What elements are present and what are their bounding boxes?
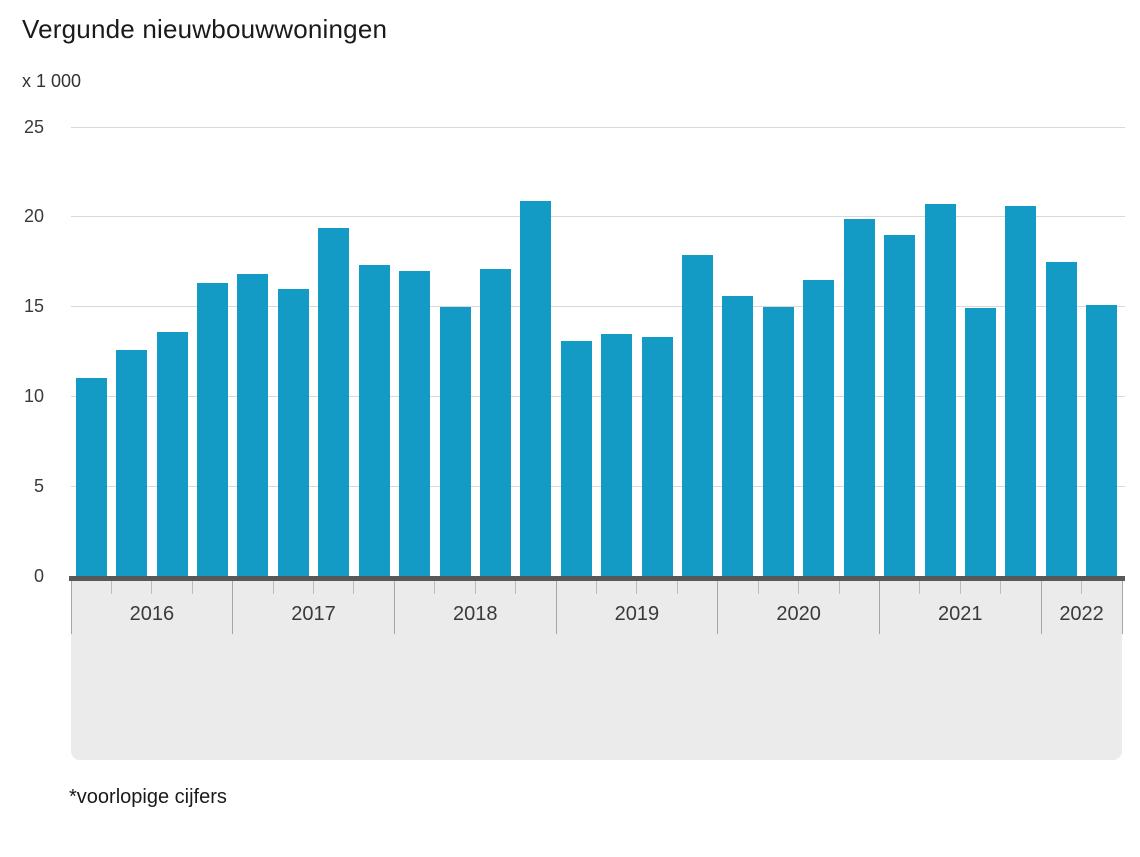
bar-2019-q3[interactable] <box>641 337 673 576</box>
quarter-tick <box>353 581 355 594</box>
unit-label: x 1 000 <box>22 71 82 91</box>
gridline-5 <box>71 485 1125 487</box>
year-label-2016: 2016 <box>129 603 175 625</box>
quarter-tick <box>474 581 476 594</box>
quarter-tick <box>757 581 759 594</box>
bar-2018-q3[interactable] <box>479 268 511 576</box>
bar-2017-q1[interactable] <box>237 274 269 576</box>
bar-2021-q4[interactable] <box>1005 206 1037 576</box>
bar-2017-q4[interactable] <box>358 265 390 576</box>
bar-2016-q1[interactable] <box>75 378 107 576</box>
year-separator-tick <box>393 581 395 634</box>
bar-2016-q3[interactable] <box>156 331 188 576</box>
quarter-tick <box>919 581 921 594</box>
y-axis-label-15: 15 <box>23 296 44 317</box>
bar-2022-q1[interactable] <box>1045 261 1077 576</box>
year-separator-tick <box>1040 581 1042 634</box>
bar-2022-q2[interactable] <box>1086 304 1118 576</box>
bar-2019-q1[interactable] <box>560 340 592 576</box>
quarter-tick <box>798 581 800 594</box>
y-axis-label-25: 25 <box>23 116 44 137</box>
bar-2021-q1[interactable] <box>884 234 916 576</box>
quarter-tick <box>596 581 597 594</box>
quarter-tick <box>676 581 678 594</box>
quarter-tick <box>191 581 193 594</box>
chart-title: Vergunde nieuwbouwwoningen <box>22 14 388 44</box>
bar-2019-q2[interactable] <box>601 333 633 576</box>
gridline-10 <box>71 395 1125 397</box>
bar-2018-q1[interactable] <box>399 270 431 576</box>
quarter-tick <box>110 581 112 594</box>
bar-2019-q4[interactable] <box>682 254 714 576</box>
year-separator-tick <box>717 581 719 634</box>
year-label-2021: 2021 <box>938 603 983 625</box>
bar-2018-q4[interactable] <box>520 200 552 576</box>
quarter-tick <box>838 581 840 594</box>
y-axis-label-10: 10 <box>23 385 44 406</box>
y-axis-label-0: 0 <box>33 565 44 586</box>
year-separator-tick <box>232 581 234 634</box>
year-label-2019: 2019 <box>614 603 660 625</box>
quarter-tick <box>151 581 153 594</box>
year-separator-tick <box>555 581 557 634</box>
gridline-20 <box>71 216 1125 218</box>
quarter-tick <box>434 581 436 594</box>
quarter-tick <box>272 581 274 594</box>
quarter-tick <box>636 581 638 594</box>
gridline-15 <box>71 306 1125 308</box>
year-separator-tick <box>878 581 880 634</box>
quarter-tick <box>1000 581 1002 594</box>
year-label-2020: 2020 <box>776 603 821 625</box>
bar-2021-q3[interactable] <box>965 308 997 576</box>
bar-2020-q3[interactable] <box>803 279 835 576</box>
year-label-2022: 2022 <box>1059 603 1104 625</box>
y-axis-label-5: 5 <box>33 475 44 496</box>
quarter-tick <box>515 581 517 594</box>
year-label-2018: 2018 <box>452 603 498 625</box>
bar-2021-q2[interactable] <box>924 204 956 576</box>
quarter-tick <box>1081 581 1083 594</box>
quarter-tick <box>959 581 961 594</box>
bar-2018-q2[interactable] <box>439 306 471 576</box>
gridline-25 <box>71 126 1125 128</box>
y-axis-label-20: 20 <box>23 206 44 227</box>
bar-2020-q4[interactable] <box>843 218 875 576</box>
year-separator-tick <box>1121 581 1123 634</box>
year-label-2017: 2017 <box>291 603 336 625</box>
bar-2017-q3[interactable] <box>318 227 350 576</box>
bar-2020-q1[interactable] <box>722 295 754 576</box>
x-axis-band <box>71 581 1122 760</box>
quarter-tick <box>313 581 315 594</box>
year-separator-tick <box>70 581 72 634</box>
bar-2017-q2[interactable] <box>277 288 309 576</box>
bar-2020-q2[interactable] <box>762 306 794 576</box>
bar-2016-q4[interactable] <box>196 283 228 576</box>
footnote: *voorlopige cijfers <box>69 786 227 808</box>
bar-2016-q2[interactable] <box>116 349 148 576</box>
x-axis-line <box>69 576 1125 581</box>
